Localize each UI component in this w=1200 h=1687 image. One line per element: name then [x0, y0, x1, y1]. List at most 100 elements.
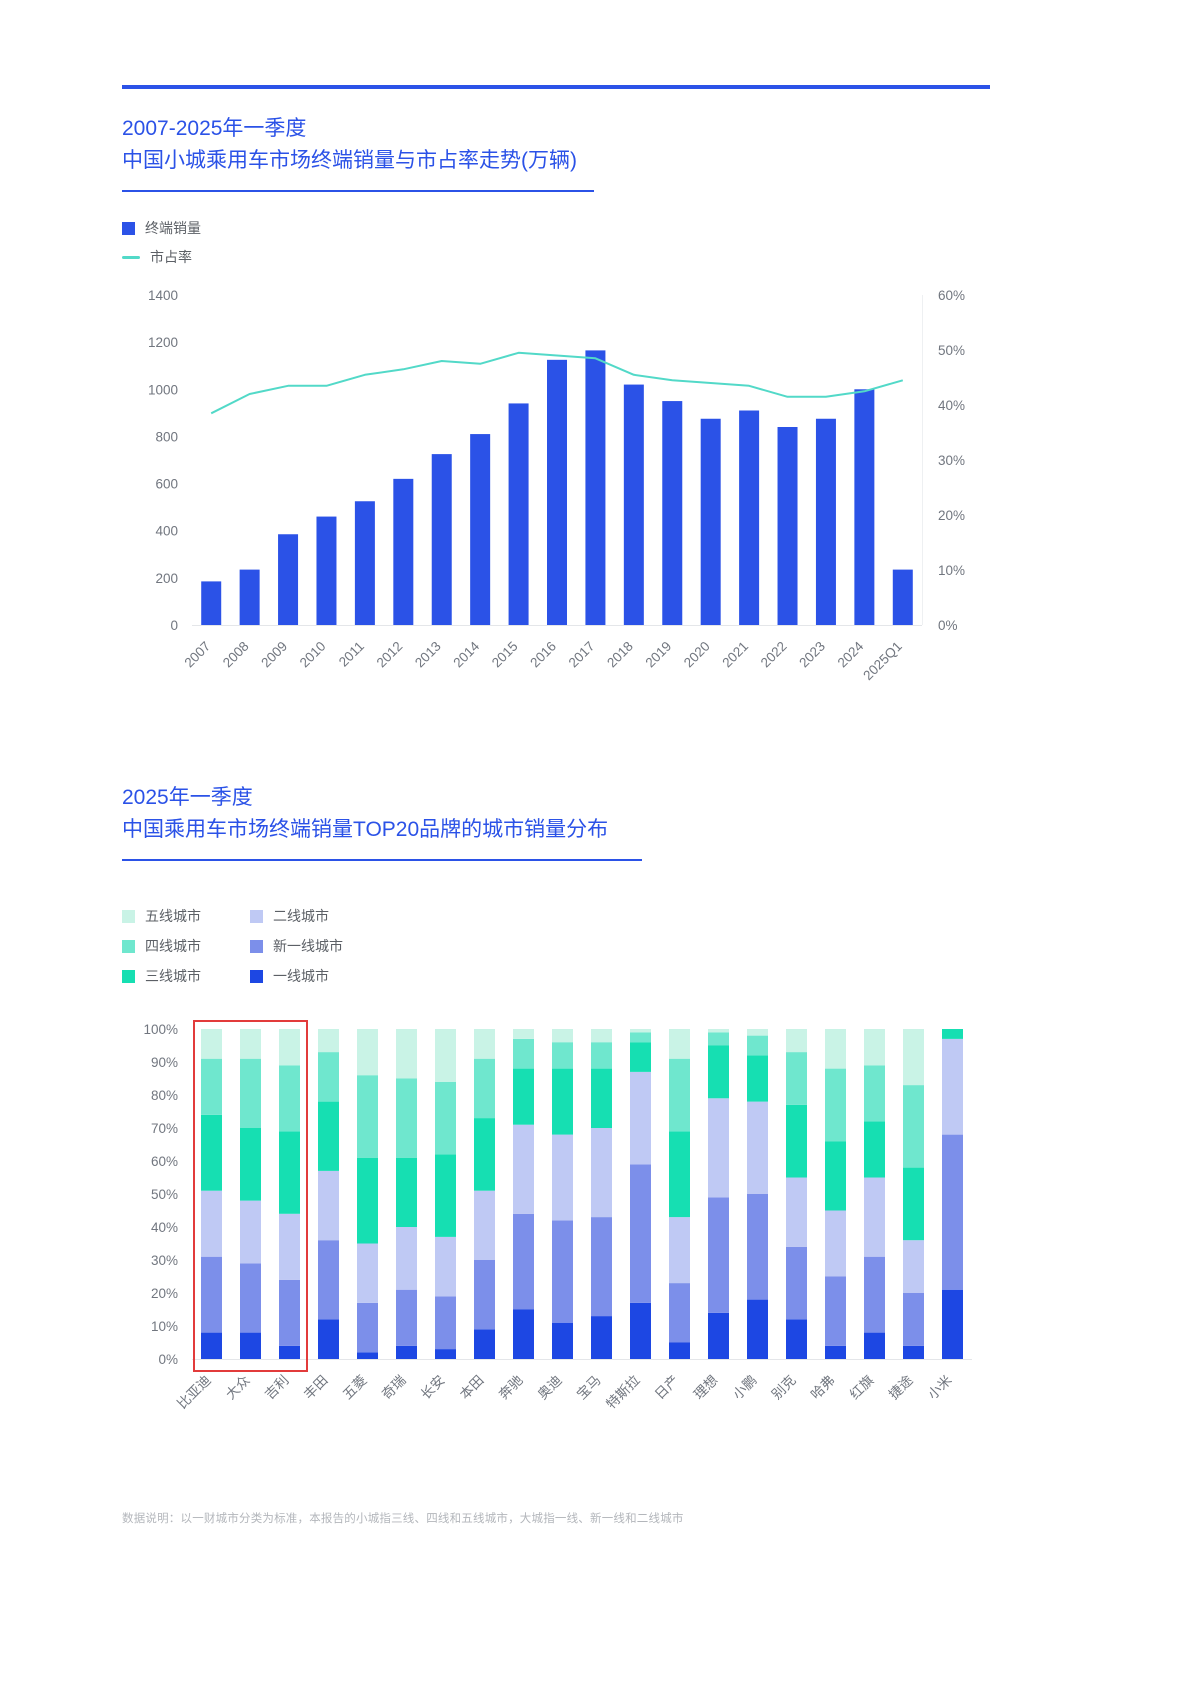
stack-segment-一线城市: [708, 1312, 729, 1359]
x-axis-category-label: 奥迪: [534, 1372, 564, 1402]
stack-segment-一线城市: [396, 1345, 417, 1359]
stack-segment-四线城市: [747, 1035, 768, 1056]
stack-segment-三线城市: [669, 1131, 690, 1218]
chart1-title: 2007-2025年一季度 中国小城乘用车市场终端销量与市占率走势(万辆): [122, 113, 1200, 176]
stack-segment-一线城市: [942, 1289, 963, 1359]
x-axis-category-label: 2009: [258, 639, 290, 671]
stack-segment-五线城市: [240, 1029, 261, 1059]
market-share-line: [210, 351, 904, 415]
stack-segment-五线城市: [552, 1029, 573, 1043]
stack-segment-一线城市: [435, 1349, 456, 1359]
legend-label-tier5: 五线城市: [145, 908, 201, 924]
x-axis-category-label: 2010: [297, 639, 329, 671]
left-axis-tick-label: 800: [155, 429, 178, 444]
chart1-title-line2: 中国小城乘用车市场终端销量与市占率走势(万辆): [122, 148, 577, 172]
stack-segment-五线城市: [786, 1029, 807, 1053]
stack-segment-二线城市: [786, 1177, 807, 1247]
stack-segment-五线城市: [513, 1029, 534, 1039]
stack-segment-五线城市: [279, 1029, 300, 1066]
stack-segment-四线城市: [825, 1068, 846, 1142]
stack-segment-新一线城市: [318, 1240, 339, 1320]
percent-axis-tick-label: 50%: [151, 1187, 178, 1202]
chart2-title-underline: [122, 859, 642, 861]
right-axis-tick-label: 0%: [938, 618, 958, 633]
stack-segment-四线城市: [552, 1042, 573, 1069]
legend-item-tier5: 五线城市: [122, 906, 250, 926]
stack-segment-新一线城市: [942, 1134, 963, 1290]
x-axis-category-label: 红旗: [847, 1373, 877, 1403]
stack-segment-新一线城市: [747, 1194, 768, 1300]
stack-segment-新一线城市: [630, 1164, 651, 1303]
x-axis-category-label: 2011: [336, 639, 367, 670]
stack-segment-三线城市: [825, 1141, 846, 1211]
stack-segment-一线城市: [864, 1332, 885, 1359]
x-axis-category-label: 奇瑞: [378, 1372, 408, 1402]
stack-segment-一线城市: [318, 1319, 339, 1359]
chart1-svg: 0 200 400 600 800 1000 1200 1400 0% 10% 20% 30% 40% 5…: [148, 288, 965, 683]
legend-label-newtier1: 新一线城市: [273, 938, 343, 954]
left-axis-tick-label: 0: [170, 618, 178, 633]
stack-segment-三线城市: [357, 1157, 378, 1244]
sales-bar-2014: [470, 434, 491, 625]
x-axis-category-label: 奔驰: [496, 1372, 526, 1402]
sales-bar-2024: [854, 389, 875, 625]
percent-axis-tick-label: 30%: [151, 1253, 178, 1268]
stack-segment-二线城市: [201, 1190, 222, 1257]
stack-segment-三线城市: [591, 1068, 612, 1128]
stack-segment-一线城市: [240, 1332, 261, 1359]
stack-segment-五线城市: [201, 1029, 222, 1059]
stack-segment-四线城市: [357, 1075, 378, 1158]
stack-segment-三线城市: [396, 1157, 417, 1227]
stack-segment-新一线城市: [591, 1217, 612, 1317]
percent-axis-tick-label: 70%: [151, 1121, 178, 1136]
x-axis-category-label: 小鹏: [730, 1373, 760, 1403]
stack-segment-一线城市: [825, 1345, 846, 1359]
sales-bar-2023: [815, 418, 836, 625]
percent-axis-tick-label: 100%: [143, 1022, 178, 1037]
x-axis-category-label: 哈弗: [808, 1373, 838, 1403]
sales-bar-2008: [239, 569, 260, 625]
stack-segment-一线城市: [552, 1322, 573, 1359]
chart2-title-line1: 2025年一季度: [122, 786, 253, 809]
x-axis-category-label: 2013: [412, 639, 444, 671]
stack-segment-新一线城市: [513, 1213, 534, 1310]
x-axis-category-label: 2017: [566, 639, 598, 671]
percent-axis-tick-label: 80%: [151, 1088, 178, 1103]
stack-segment-二线城市: [240, 1200, 261, 1264]
percent-axis-tick-label: 20%: [151, 1286, 178, 1301]
x-axis-category-label: 2021: [719, 639, 751, 671]
stack-segment-二线城市: [435, 1236, 456, 1297]
percent-axis-tick-label: 90%: [151, 1055, 178, 1070]
right-axis-tick-label: 60%: [938, 288, 965, 303]
x-axis-category-label: 2020: [681, 639, 713, 671]
stack-segment-新一线城市: [396, 1289, 417, 1346]
stack-segment-二线城市: [474, 1190, 495, 1260]
x-axis-category-label: 别克: [769, 1373, 799, 1403]
stack-segment-四线城市: [201, 1058, 222, 1115]
stack-segment-四线城市: [513, 1038, 534, 1069]
stack-segment-三线城市: [279, 1131, 300, 1214]
stack-segment-一线城市: [474, 1329, 495, 1359]
stack-segment-五线城市: [864, 1029, 885, 1066]
sales-bar-2021: [739, 410, 760, 625]
stack-segment-新一线城市: [279, 1279, 300, 1346]
newtier1-swatch-icon: [250, 939, 263, 953]
stack-segment-新一线城市: [240, 1263, 261, 1333]
stack-segment-二线城市: [942, 1038, 963, 1135]
percent-axis-tick-label: 0%: [158, 1352, 178, 1367]
sales-bar-2017: [585, 350, 606, 625]
stack-segment-二线城市: [279, 1213, 300, 1280]
legend-item-tier2: 二线城市: [250, 906, 410, 926]
x-axis-category-label: 2012: [374, 639, 406, 671]
chart2-section: 2025年一季度 中国乘用车市场终端销量TOP20品牌的城市销量分布 五线城市 …: [122, 782, 1200, 1482]
stack-segment-四线城市: [591, 1042, 612, 1069]
right-axis-tick-label: 20%: [938, 508, 965, 523]
stack-segment-二线城市: [903, 1240, 924, 1293]
stack-segment-四线城市: [786, 1052, 807, 1105]
stack-segment-新一线城市: [201, 1256, 222, 1333]
legend-item-tier3: 三线城市: [122, 966, 250, 986]
stack-segment-新一线城市: [435, 1296, 456, 1350]
stack-segment-三线城市: [630, 1042, 651, 1072]
line-swatch-icon: [122, 255, 140, 259]
stack-segment-五线城市: [396, 1029, 417, 1079]
